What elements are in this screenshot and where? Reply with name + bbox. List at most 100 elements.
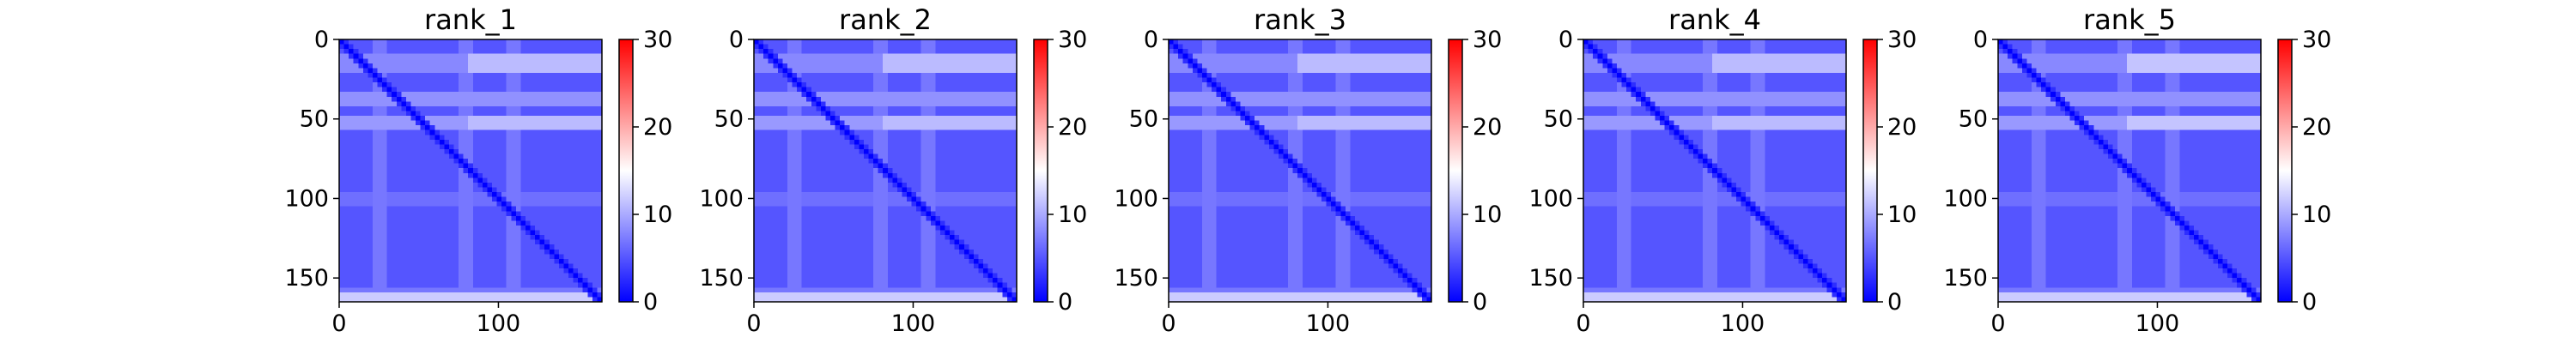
heatmap-cell — [482, 292, 489, 298]
heatmap-cell — [477, 230, 483, 236]
heatmap-cell — [563, 139, 569, 145]
heatmap-cell — [997, 72, 1003, 79]
heatmap-cell — [520, 82, 526, 88]
heatmap-cell — [349, 168, 355, 174]
heatmap-cell — [887, 58, 893, 64]
heatmap-cell — [597, 187, 603, 193]
heatmap-cell — [997, 53, 1003, 59]
heatmap-cell — [496, 163, 502, 169]
heatmap-cell — [463, 220, 469, 226]
heatmap-cell — [987, 202, 993, 208]
heatmap-cell — [558, 82, 565, 88]
heatmap-cell — [873, 135, 879, 141]
heatmap-cell — [468, 82, 474, 88]
heatmap-cell — [849, 206, 855, 212]
heatmap-cell — [511, 297, 517, 303]
heatmap-cell — [539, 196, 545, 202]
heatmap-cell — [416, 116, 422, 122]
heatmap-cell — [511, 182, 517, 189]
heatmap-cell — [854, 44, 860, 50]
heatmap-cell — [830, 125, 836, 131]
heatmap-cell — [873, 192, 879, 198]
heatmap-cell — [434, 282, 440, 288]
heatmap-cell — [825, 163, 831, 169]
heatmap-cell — [768, 72, 774, 79]
heatmap-cell — [515, 153, 522, 159]
heatmap-cell — [372, 58, 379, 64]
heatmap-cell — [472, 287, 478, 293]
heatmap-cell — [835, 63, 841, 69]
heatmap-cell — [477, 135, 483, 141]
heatmap-cell — [472, 239, 478, 245]
heatmap-cell — [978, 178, 984, 184]
heatmap-cell — [530, 278, 536, 284]
heatmap-cell — [568, 163, 574, 169]
heatmap-cell — [806, 187, 812, 193]
heatmap-cell — [573, 77, 579, 83]
heatmap-cell — [410, 168, 416, 174]
heatmap-cell — [896, 144, 903, 150]
heatmap-cell — [563, 129, 569, 135]
heatmap-cell — [816, 129, 822, 135]
heatmap-cell — [939, 135, 946, 141]
heatmap-cell — [477, 172, 483, 178]
heatmap-cell — [453, 96, 459, 102]
heatmap-cell — [950, 144, 956, 150]
heatmap-cell — [950, 129, 956, 135]
heatmap-cell — [797, 139, 803, 145]
heatmap-cell — [410, 135, 416, 141]
heatmap-cell — [993, 182, 999, 189]
heatmap-cell — [459, 192, 465, 198]
heatmap-cell — [887, 178, 893, 184]
heatmap-cell — [830, 92, 836, 98]
heatmap-cell — [511, 268, 517, 274]
heatmap-cell — [597, 58, 603, 64]
heatmap-cell — [525, 139, 532, 145]
heatmap-cell — [410, 159, 416, 165]
heatmap-cell — [1012, 77, 1018, 83]
heatmap-cell — [987, 44, 993, 50]
heatmap-cell — [362, 278, 368, 284]
heatmap-cell — [463, 211, 469, 217]
heatmap-cell — [954, 178, 960, 184]
heatmap-cell — [830, 87, 836, 93]
heatmap-cell — [368, 105, 374, 112]
heatmap-cell — [416, 58, 422, 64]
heatmap-cell — [973, 168, 980, 174]
heatmap-cell — [987, 182, 993, 189]
heatmap-cell — [945, 120, 951, 126]
heatmap-cell — [420, 148, 426, 155]
heatmap-cell — [558, 39, 565, 45]
heatmap-cell — [453, 254, 459, 260]
heatmap-cell — [811, 63, 817, 69]
heatmap-cell — [920, 63, 927, 69]
heatmap-cell — [358, 116, 364, 122]
heatmap-cell — [859, 153, 865, 159]
heatmap-cell — [578, 153, 584, 159]
heatmap-cell — [859, 192, 865, 198]
heatmap-cell — [339, 258, 345, 265]
heatmap-cell — [353, 192, 359, 198]
heatmap-cell — [530, 39, 536, 45]
heatmap-cell — [935, 82, 941, 88]
heatmap-cell — [515, 72, 522, 79]
heatmap-cell — [530, 287, 536, 293]
heatmap-cell — [816, 168, 822, 174]
heatmap-cell — [920, 116, 927, 122]
heatmap-cell — [362, 39, 368, 45]
heatmap-cell — [420, 153, 426, 159]
heatmap-cell — [878, 63, 884, 69]
heatmap-cell — [592, 58, 598, 64]
heatmap-cell — [568, 135, 574, 141]
heatmap-cell — [386, 182, 392, 189]
heatmap-cell — [386, 159, 392, 165]
heatmap-cell — [530, 125, 536, 131]
heatmap-cell — [448, 297, 455, 303]
heatmap-cell — [773, 139, 779, 145]
heatmap-cell — [787, 139, 793, 145]
heatmap-cell — [520, 254, 526, 260]
heatmap-cell — [939, 192, 946, 198]
heatmap-cell — [840, 153, 846, 159]
heatmap-cell — [501, 129, 507, 135]
heatmap-cell — [425, 273, 431, 279]
